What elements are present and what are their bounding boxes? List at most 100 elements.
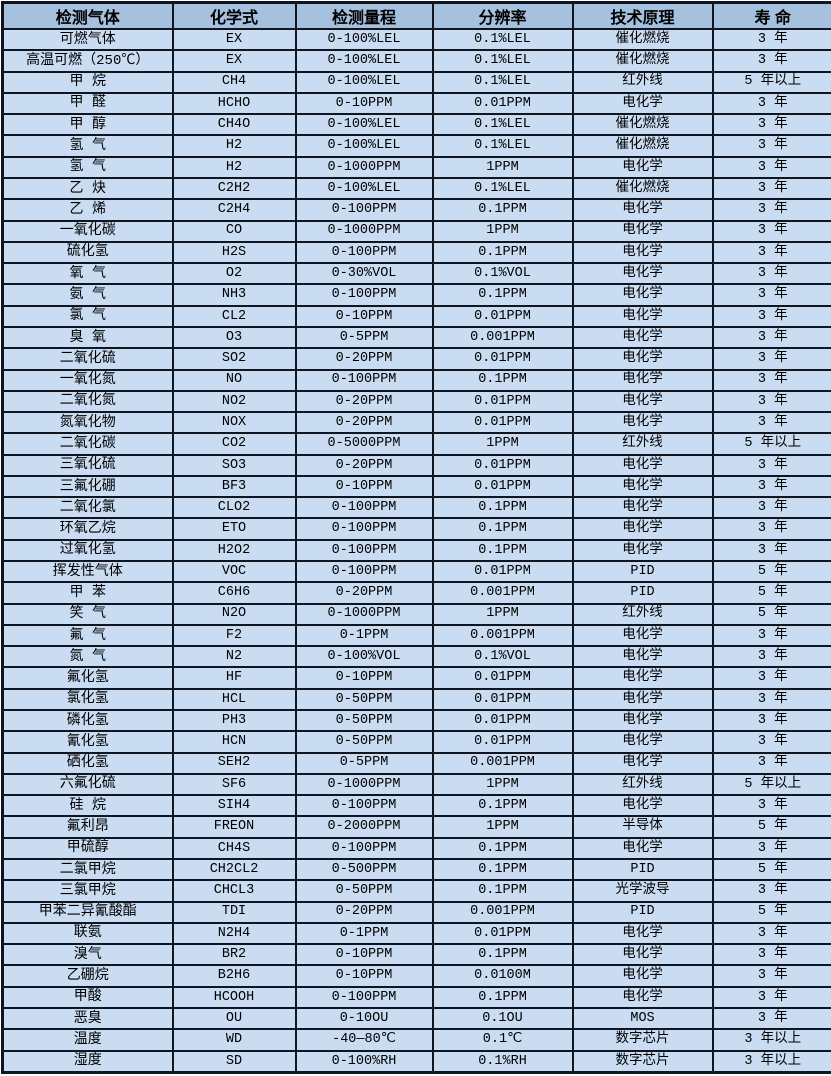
cell-gas: 三氯甲烷 xyxy=(3,880,173,901)
cell-principle: 红外线 xyxy=(573,774,713,795)
cell-principle: 电化学 xyxy=(573,965,713,986)
cell-formula: F2 xyxy=(173,625,296,646)
cell-resolution: 0.1PPM xyxy=(433,370,573,391)
cell-resolution: 0.1PPM xyxy=(433,242,573,263)
cell-resolution: 0.01PPM xyxy=(433,561,573,582)
cell-principle: 电化学 xyxy=(573,838,713,859)
cell-lifespan: 3 年 xyxy=(713,263,831,284)
cell-gas: 磷化氢 xyxy=(3,710,173,731)
cell-lifespan: 3 年以上 xyxy=(713,1029,831,1050)
cell-range: 0-1PPM xyxy=(296,923,433,944)
cell-gas: 氯 气 xyxy=(3,306,173,327)
cell-resolution: 0.1%LEL xyxy=(433,135,573,156)
cell-resolution: 0.001PPM xyxy=(433,327,573,348)
cell-formula: NOX xyxy=(173,412,296,433)
cell-lifespan: 3 年 xyxy=(713,518,831,539)
cell-gas: 恶臭 xyxy=(3,1008,173,1029)
cell-principle: 电化学 xyxy=(573,923,713,944)
cell-range: 0-500PPM xyxy=(296,859,433,880)
cell-resolution: 0.1%LEL xyxy=(433,72,573,93)
cell-principle: 电化学 xyxy=(573,625,713,646)
cell-principle: 电化学 xyxy=(573,518,713,539)
cell-principle: 电化学 xyxy=(573,263,713,284)
cell-resolution: 0.01PPM xyxy=(433,455,573,476)
column-header-lifespan: 寿 命 xyxy=(713,3,831,30)
cell-gas: 甲硫醇 xyxy=(3,838,173,859)
cell-principle: 红外线 xyxy=(573,433,713,454)
cell-range: -40—80℃ xyxy=(296,1029,433,1050)
cell-lifespan: 3 年 xyxy=(713,455,831,476)
cell-resolution: 1PPM xyxy=(433,604,573,625)
cell-range: 0-50PPM xyxy=(296,880,433,901)
cell-principle: PID xyxy=(573,561,713,582)
cell-resolution: 0.01PPM xyxy=(433,689,573,710)
cell-lifespan: 3 年 xyxy=(713,50,831,71)
cell-gas: 氮氧化物 xyxy=(3,412,173,433)
cell-principle: 红外线 xyxy=(573,72,713,93)
cell-lifespan: 5 年 xyxy=(713,859,831,880)
cell-resolution: 0.1OU xyxy=(433,1008,573,1029)
cell-range: 0-100%LEL xyxy=(296,50,433,71)
cell-range: 0-20PPM xyxy=(296,902,433,923)
cell-resolution: 0.1PPM xyxy=(433,944,573,965)
cell-resolution: 0.1%LEL xyxy=(433,50,573,71)
cell-lifespan: 3 年 xyxy=(713,327,831,348)
cell-lifespan: 3 年 xyxy=(713,412,831,433)
cell-gas: 一氧化碳 xyxy=(3,221,173,242)
cell-resolution: 0.1%LEL xyxy=(433,114,573,135)
cell-resolution: 0.0100M xyxy=(433,965,573,986)
cell-resolution: 1PPM xyxy=(433,157,573,178)
cell-range: 0-1000PPM xyxy=(296,157,433,178)
cell-range: 0-100%LEL xyxy=(296,72,433,93)
cell-gas: 三氧化硫 xyxy=(3,455,173,476)
cell-resolution: 0.1PPM xyxy=(433,859,573,880)
cell-lifespan: 3 年 xyxy=(713,306,831,327)
cell-gas: 氢 气 xyxy=(3,135,173,156)
cell-resolution: 0.1%LEL xyxy=(433,178,573,199)
cell-gas: 臭 氧 xyxy=(3,327,173,348)
cell-resolution: 0.1%LEL xyxy=(433,29,573,50)
cell-formula: O2 xyxy=(173,263,296,284)
cell-lifespan: 3 年 xyxy=(713,284,831,305)
cell-gas: 笑 气 xyxy=(3,604,173,625)
cell-resolution: 0.1%VOL xyxy=(433,646,573,667)
cell-gas: 硅 烷 xyxy=(3,795,173,816)
cell-formula: CH4S xyxy=(173,838,296,859)
cell-lifespan: 3 年 xyxy=(713,795,831,816)
cell-lifespan: 3 年 xyxy=(713,497,831,518)
cell-formula: CH2CL2 xyxy=(173,859,296,880)
cell-lifespan: 3 年 xyxy=(713,476,831,497)
cell-gas: 甲苯二异氰酸酯 xyxy=(3,902,173,923)
cell-range: 0-1000PPM xyxy=(296,604,433,625)
cell-formula: H2O2 xyxy=(173,540,296,561)
cell-range: 0-10PPM xyxy=(296,93,433,114)
cell-formula: N2O xyxy=(173,604,296,625)
cell-range: 0-10OU xyxy=(296,1008,433,1029)
cell-lifespan: 3 年 xyxy=(713,689,831,710)
cell-formula: H2 xyxy=(173,135,296,156)
cell-gas: 一氧化氮 xyxy=(3,370,173,391)
cell-resolution: 0.01PPM xyxy=(433,391,573,412)
cell-lifespan: 5 年以上 xyxy=(713,433,831,454)
cell-resolution: 0.1PPM xyxy=(433,199,573,220)
cell-formula: H2 xyxy=(173,157,296,178)
cell-range: 0-100%LEL xyxy=(296,178,433,199)
cell-principle: PID xyxy=(573,859,713,880)
